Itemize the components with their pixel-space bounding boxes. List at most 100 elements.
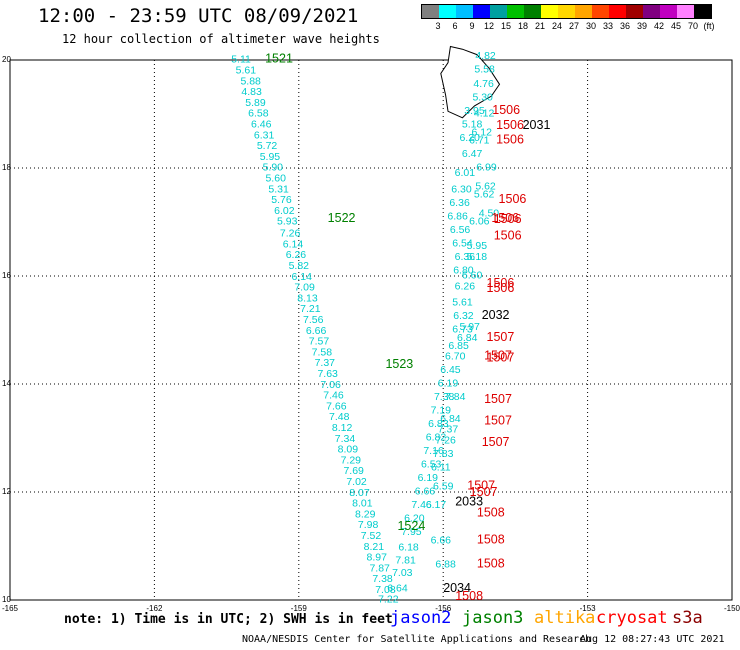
legend-label: 33	[602, 21, 613, 31]
wave-height-value: 7.37	[315, 357, 336, 369]
y-tick-label: 20	[2, 55, 11, 64]
wave-height-value: 5.90	[263, 162, 284, 174]
wave-height-value: 7.46	[411, 499, 432, 511]
wave-height-value: 6.66	[306, 325, 327, 337]
wave-height-value: 6.20	[459, 132, 480, 144]
wave-height-value: 6.18	[398, 541, 419, 553]
legend-swatch	[541, 5, 558, 18]
wave-height-value: 6.11	[431, 461, 451, 473]
wave-height-value: 7.81	[395, 554, 416, 566]
wave-height-value: 7.26	[435, 434, 456, 446]
wave-height-value: 5.18	[462, 119, 483, 131]
wave-height-value: 7.09	[294, 282, 315, 294]
wave-height-value: 6.84	[457, 332, 478, 344]
pass-label: 2032	[482, 308, 510, 322]
wave-height-value: 6.30	[451, 183, 472, 195]
pass-label: 1508	[477, 505, 505, 519]
wave-height-value: 6.26	[286, 249, 307, 261]
y-tick-label: 14	[2, 379, 11, 388]
wave-height-value: 7.34	[335, 433, 356, 445]
wave-height-value: 6.14	[291, 271, 312, 283]
pass-label: 1507	[484, 414, 512, 428]
x-tick-label: -153	[580, 604, 597, 613]
pass-label: 1524	[397, 519, 425, 533]
wave-height-value: 7.38	[372, 573, 393, 585]
pass-label: 2031	[523, 118, 551, 132]
wave-height-value: 6.58	[248, 108, 269, 120]
pass-label: 1506	[496, 133, 524, 147]
legend-label: 18	[517, 21, 528, 31]
legend-swatch	[677, 5, 694, 18]
pass-label: 1506	[494, 212, 522, 226]
wave-height-value: 7.63	[317, 368, 338, 380]
y-tick-label: 16	[2, 271, 11, 280]
pass-label: 1507	[487, 350, 515, 364]
wave-height-value: 3.95	[464, 105, 485, 117]
wave-height-value: 5.62	[475, 181, 496, 193]
pass-label: 1507	[470, 485, 498, 499]
legend-label: 21	[534, 21, 545, 31]
wave-height-value: 6.80	[453, 264, 474, 276]
wave-height-value: 5.76	[271, 194, 292, 206]
wave-height-value: 8.21	[364, 541, 385, 553]
pass-label: 1507	[482, 435, 510, 449]
legend-swatch	[626, 5, 643, 18]
wave-height-value: 7.06	[320, 379, 341, 391]
wave-height-value: 6.47	[462, 148, 483, 160]
legend-swatch	[524, 5, 541, 18]
wave-height-value: 5.31	[268, 183, 289, 195]
wave-height-value: 7.08	[375, 584, 396, 596]
wave-height-value: 7.29	[341, 454, 362, 466]
wave-height-value: 5.93	[277, 216, 298, 228]
legend-swatch	[592, 5, 609, 18]
wave-height-value: 5.95	[260, 151, 281, 163]
wave-height-value: 7.02	[346, 476, 367, 488]
wave-height-value: 5.61	[236, 65, 257, 77]
legend-label: 36	[619, 21, 630, 31]
satellite-cryosat: cryosat	[596, 608, 668, 628]
pass-label: 1507	[484, 392, 512, 406]
y-tick-label: 12	[2, 487, 11, 496]
wave-height-value: 8.01	[352, 498, 373, 510]
wave-height-value: 7.52	[361, 530, 382, 542]
legend-label: 42	[653, 21, 664, 31]
wave-height-value: 7.03	[392, 567, 413, 579]
wave-height-value: 7.84	[445, 391, 466, 403]
wave-height-value: 6.82	[426, 432, 447, 444]
pass-label: 1506	[499, 192, 527, 206]
legend-swatch	[456, 5, 473, 18]
x-tick-label: -165	[2, 604, 19, 613]
y-tick-label: 10	[2, 595, 11, 604]
footer-date: Aug 12 08:27:43 UTC 2021	[580, 634, 725, 645]
wave-height-value: 7.58	[312, 346, 333, 358]
satellite-s3a: s3a	[672, 608, 703, 628]
wave-height-value: 6.71	[469, 135, 490, 147]
wave-height-value: 6.66	[431, 534, 452, 546]
wave-height-value: 5.18	[467, 251, 488, 263]
wave-height-value: 6.32	[453, 310, 474, 322]
wave-height-value: 5.72	[257, 140, 278, 152]
legend-swatch	[575, 5, 592, 18]
color-legend: 3 6 9 12 15 18 21 24 27 30 33 36 39 42 45 70 (ft)	[421, 4, 715, 32]
wave-height-value: 8.29	[355, 508, 376, 520]
wave-height-value: 5.89	[245, 97, 266, 109]
wave-height-value: 5.95	[467, 240, 488, 252]
wave-height-value: 5.58	[474, 63, 495, 75]
wave-height-value: 5.60	[265, 173, 286, 185]
legend-label: 45	[670, 21, 681, 31]
legend-swatch	[643, 5, 660, 18]
wave-height-value: 5.88	[240, 75, 261, 87]
wave-height-value: 6.20	[404, 513, 425, 525]
wave-height-value: 6.83	[428, 418, 449, 430]
legend-label: 30	[585, 21, 596, 31]
wave-height-value: 7.98	[358, 519, 379, 531]
legend-swatch	[473, 5, 490, 18]
wave-height-value: 5.82	[289, 260, 310, 272]
wave-height-value: 6.12	[471, 127, 492, 139]
island-outline	[440, 45, 501, 119]
wave-height-value: 8.09	[338, 444, 359, 456]
wave-height-value: 7.57	[309, 336, 330, 348]
wave-height-value: 6.36	[455, 251, 476, 263]
wave-height-value: 6.36	[449, 197, 470, 209]
wave-height-value: 6.64	[387, 582, 408, 594]
